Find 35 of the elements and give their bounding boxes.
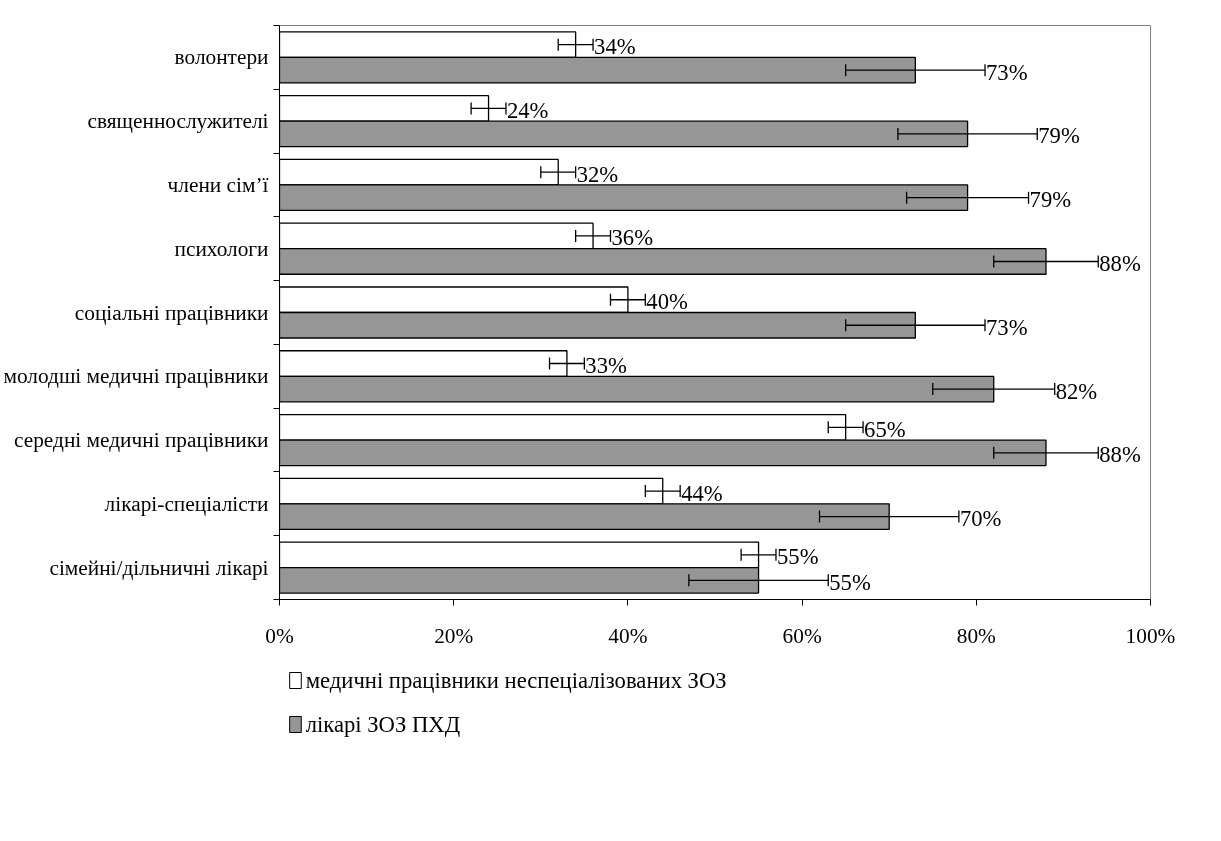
data-label: 55%: [829, 569, 871, 595]
data-label: 79%: [1029, 187, 1072, 213]
y-tick-label: соціальні працівники: [74, 300, 269, 325]
x-tick-label: 100%: [1125, 623, 1176, 648]
x-tick-label: 60%: [782, 623, 822, 648]
y-tick-label: лікарі-спеціалісти: [104, 491, 269, 516]
data-label: 70%: [959, 506, 1002, 532]
y-tick-label: священнослужителі: [87, 109, 269, 134]
data-label: 24%: [506, 97, 549, 123]
y-tick-label: молодші медичні працівники: [3, 364, 269, 389]
data-label: 82%: [1055, 378, 1098, 404]
data-label: 40%: [646, 289, 688, 315]
x-tick-label: 0%: [265, 623, 294, 648]
legend-label: медичні працівники неспеціалізованих ЗОЗ: [305, 668, 727, 693]
data-label: 73%: [986, 59, 1028, 85]
y-tick-label: члени сім’ї: [167, 172, 269, 197]
data-label: 79%: [1038, 123, 1080, 149]
y-tick-label: психологи: [174, 236, 269, 261]
data-label: 88%: [1099, 442, 1141, 468]
x-tick-label: 20%: [434, 623, 474, 648]
data-label: 88%: [1099, 250, 1141, 276]
y-tick-label: сімейні/дільничні лікарі: [49, 555, 269, 580]
x-tick-label: 80%: [956, 623, 997, 648]
data-label: 44%: [681, 480, 723, 506]
data-label: 32%: [576, 161, 619, 187]
x-tick-label: 40%: [608, 623, 648, 648]
y-tick-label: середні медичні працівники: [14, 428, 269, 453]
data-label: 55%: [776, 544, 819, 570]
data-label: 65%: [864, 416, 906, 442]
data-label: 34%: [594, 34, 636, 60]
data-label: 73%: [986, 314, 1028, 340]
y-tick-label: волонтери: [174, 45, 269, 70]
data-label: 33%: [585, 353, 628, 379]
data-label: 36%: [611, 225, 654, 251]
legend-label: лікарі ЗОЗ ПХД: [305, 712, 461, 737]
